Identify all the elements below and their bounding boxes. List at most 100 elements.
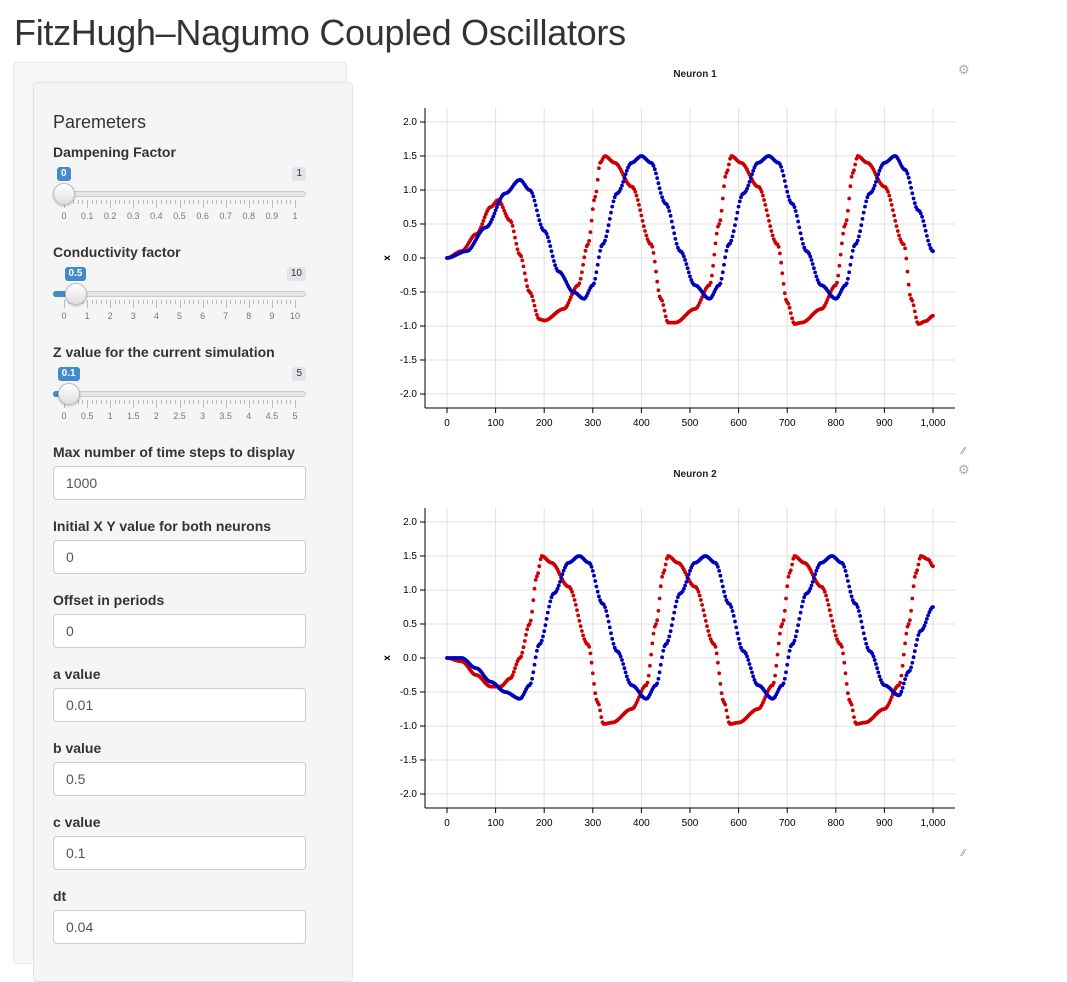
gear-icon[interactable]: ⚙ — [958, 462, 970, 477]
data-point — [480, 222, 485, 226]
data-point — [481, 218, 486, 223]
slider-tick — [295, 400, 296, 408]
data-point — [727, 162, 731, 167]
data-point — [502, 208, 506, 213]
data-point — [812, 266, 816, 271]
data-point — [927, 242, 932, 247]
data-point — [905, 269, 910, 274]
slider-value-badge: 0.1 — [57, 367, 80, 381]
slider-tick — [276, 200, 278, 204]
data-point — [825, 598, 830, 602]
max-steps-input[interactable] — [53, 466, 306, 500]
data-point — [657, 186, 662, 191]
data-point — [533, 655, 538, 660]
slider-handle[interactable] — [64, 283, 87, 305]
data-point — [656, 608, 661, 613]
data-point — [521, 264, 526, 269]
data-point — [814, 568, 819, 573]
data-point — [590, 671, 595, 676]
data-point — [759, 190, 764, 194]
data-point — [699, 598, 703, 602]
slider-tick — [281, 300, 283, 304]
slider-track[interactable] — [53, 291, 306, 297]
slider-tick — [230, 300, 232, 304]
slider-tick — [110, 300, 112, 308]
slider-tick — [165, 400, 167, 404]
data-point — [657, 596, 662, 601]
slider-tick — [253, 400, 255, 404]
data-point — [844, 573, 849, 578]
slider-max-badge: 1 — [292, 167, 306, 181]
slider-track[interactable] — [53, 391, 306, 397]
data-point — [634, 193, 639, 198]
slider-track[interactable] — [53, 191, 306, 197]
conductivity-factor-slider[interactable]: 0.5 10 0 1 2 3 4 5 6 7 8 9 10 — [53, 267, 306, 327]
slider-tick — [170, 400, 172, 404]
data-point — [522, 639, 527, 643]
data-point — [606, 619, 611, 624]
slider-tick — [211, 300, 213, 304]
data-point — [547, 604, 551, 609]
data-point — [532, 586, 537, 591]
data-point — [852, 168, 856, 173]
data-point — [844, 281, 849, 286]
neuron-1-chart: Neuron 1 0 100 200 300 400 500 600 700 800 900 1,00… — [360, 60, 980, 460]
data-point — [515, 247, 520, 252]
data-point — [857, 609, 861, 613]
resize-grip-icon[interactable]: ∕∕ — [962, 446, 966, 457]
data-point — [658, 662, 663, 667]
data-point — [729, 605, 734, 609]
slider-ticks — [53, 200, 306, 208]
slider-tick — [239, 400, 241, 404]
slider-tick-label: 0.1 — [80, 211, 94, 221]
b-value-input[interactable] — [53, 762, 306, 796]
slider-handle[interactable] — [53, 183, 75, 205]
data-point — [903, 677, 907, 681]
resize-grip-icon[interactable]: ∕∕ — [962, 848, 966, 859]
slider-tick — [290, 300, 292, 304]
data-point — [658, 191, 663, 195]
data-point — [718, 281, 723, 286]
slider-tick-label: 0.6 — [196, 211, 209, 221]
data-point — [717, 671, 722, 676]
slider-tick — [225, 300, 227, 308]
data-point — [904, 256, 909, 261]
a-value-input[interactable] — [53, 688, 306, 722]
data-point — [719, 208, 724, 213]
initial-xy-input[interactable] — [53, 540, 306, 574]
dt-input[interactable] — [53, 910, 306, 944]
data-point — [832, 629, 837, 633]
data-point — [590, 207, 595, 212]
data-point — [813, 572, 817, 577]
data-point — [581, 633, 585, 638]
slider-tick — [133, 200, 135, 208]
slider-tick — [161, 300, 163, 304]
c-value-input[interactable] — [53, 836, 306, 870]
data-point — [926, 613, 930, 618]
dampening-factor-slider[interactable]: 0 1 0 0.1 0.2 0.3 0.4 0.5 0.6 0.7 0.8 0.9 1 — [53, 167, 306, 227]
data-point — [719, 691, 724, 696]
data-point — [655, 618, 660, 623]
x-tick-label: 800 — [827, 418, 844, 429]
slider-tick-label: 0 — [61, 311, 67, 321]
slider-tick-label: 0.4 — [150, 211, 163, 221]
slider-tick — [161, 400, 163, 404]
data-point — [652, 167, 657, 172]
offset-input[interactable] — [53, 614, 306, 648]
slider-tick-label: 9 — [269, 311, 275, 321]
slider-tick — [207, 300, 209, 304]
data-point — [849, 174, 854, 179]
z-value-slider[interactable]: 0.1 5 0 0.5 1 1.5 2 2.5 3 3.5 4 4.5 5 — [53, 367, 306, 427]
data-point — [723, 702, 728, 707]
slider-handle[interactable] — [57, 383, 80, 405]
slider-tick — [262, 200, 264, 204]
gear-icon[interactable]: ⚙ — [958, 62, 970, 77]
data-point — [588, 651, 593, 656]
data-point — [532, 662, 537, 667]
data-point — [674, 599, 679, 604]
data-point — [655, 176, 660, 180]
data-point — [522, 271, 527, 276]
data-point — [605, 614, 610, 618]
data-point — [923, 620, 928, 625]
y-tick-label: -0.5 — [400, 287, 418, 298]
